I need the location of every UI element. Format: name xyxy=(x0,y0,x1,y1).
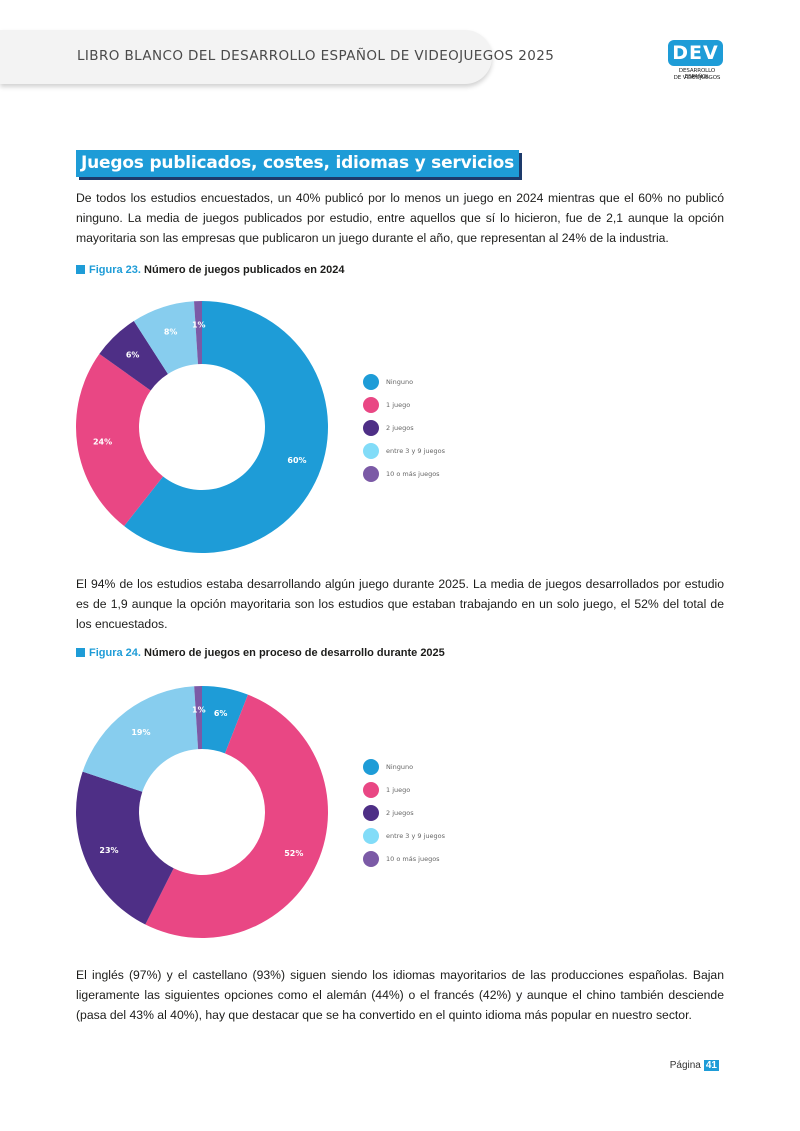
header-bar xyxy=(0,30,492,84)
page-footer: Página 41 xyxy=(670,1060,719,1071)
paragraph-languages: El inglés (97%) y el castellano (93%) si… xyxy=(76,968,724,1022)
legend-label: 1 juego xyxy=(386,401,411,409)
logo-subtitle-2: DE VIDEOJUEGOS xyxy=(673,75,721,81)
donut-slice-2 xyxy=(76,353,164,527)
legend-swatch xyxy=(363,397,379,413)
document-title: LIBRO BLANCO DEL DESARROLLO ESPAÑOL DE V… xyxy=(77,48,555,64)
figure-title: Número de juegos en proceso de desarroll… xyxy=(144,647,445,659)
legend-label: Ninguno xyxy=(386,378,414,386)
figure-24-caption: Figura 24. Número de juegos en proceso d… xyxy=(76,647,445,659)
figure-title: Número de juegos publicados en 2024 xyxy=(144,264,345,276)
legend-label: 10 o más juegos xyxy=(386,855,440,863)
logo-mark: DEV xyxy=(668,40,723,66)
paragraph-development: El 94% de los estudios estaba desarrolla… xyxy=(76,577,724,631)
slice-data-label: 6% xyxy=(214,709,228,718)
donut-slice-1 xyxy=(124,301,328,553)
legend-label: 2 juegos xyxy=(386,424,414,432)
slice-data-label: 1% xyxy=(192,321,206,330)
paragraph-published: De todos los estudios encuestados, un 40… xyxy=(76,191,724,245)
page-number: 41 xyxy=(703,1060,719,1071)
caption-square-icon xyxy=(76,265,85,274)
slice-data-label: 19% xyxy=(131,728,150,737)
donut-slice-4 xyxy=(133,301,199,375)
donut-slice-1 xyxy=(202,686,248,754)
section-title: Juegos publicados, costes, idiomas y ser… xyxy=(76,150,520,177)
donut-slice-3 xyxy=(75,771,174,925)
donut-slice-2 xyxy=(145,694,328,938)
legend-label: Ninguno xyxy=(386,763,414,771)
donut-slice-4 xyxy=(82,686,199,792)
legend-label: 1 juego xyxy=(386,786,411,794)
figure-23-caption: Figura 23. Número de juegos publicados e… xyxy=(76,264,345,276)
legend-label: entre 3 y 9 juegos xyxy=(386,832,445,840)
slice-data-label: 23% xyxy=(99,846,118,855)
legend-label: entre 3 y 9 juegos xyxy=(386,447,445,455)
slice-data-label: 52% xyxy=(284,849,303,858)
dev-logo: DEV DESARROLLO ESPAÑOL DE VIDEOJUEGOS xyxy=(667,40,727,84)
donut-slice-5 xyxy=(194,686,202,750)
legend-swatch xyxy=(363,374,379,390)
page-label: Página xyxy=(669,1060,701,1071)
legend-swatch xyxy=(363,805,379,821)
logo-subtitle-1: DESARROLLO ESPAÑOL xyxy=(678,68,716,80)
slice-data-label: 1% xyxy=(192,706,206,715)
figure-number: Figura 24. xyxy=(89,647,141,659)
legend-swatch xyxy=(363,759,379,775)
donut-slice-3 xyxy=(99,321,168,391)
donut-slice-5 xyxy=(194,301,202,365)
donut-chart-development: 6% 52% 23% 19% 1% xyxy=(75,686,328,938)
legend-swatch xyxy=(363,828,379,844)
slice-data-label: 6% xyxy=(126,350,140,359)
donut-chart-published: 60% 24% 6% 8% 1% xyxy=(76,301,328,553)
legend-label: 2 juegos xyxy=(386,809,414,817)
legend-swatch xyxy=(363,851,379,867)
figure-number: Figura 23. xyxy=(89,264,141,276)
legend-swatch xyxy=(363,782,379,798)
legend-swatch xyxy=(363,420,379,436)
slice-data-label: 8% xyxy=(164,328,178,337)
slice-data-label: 24% xyxy=(93,437,112,446)
legend-label: 10 o más juegos xyxy=(386,470,440,478)
caption-square-icon xyxy=(76,648,85,657)
legend-swatch xyxy=(363,466,379,482)
legend-swatch xyxy=(363,443,379,459)
slice-data-label: 60% xyxy=(287,456,306,465)
